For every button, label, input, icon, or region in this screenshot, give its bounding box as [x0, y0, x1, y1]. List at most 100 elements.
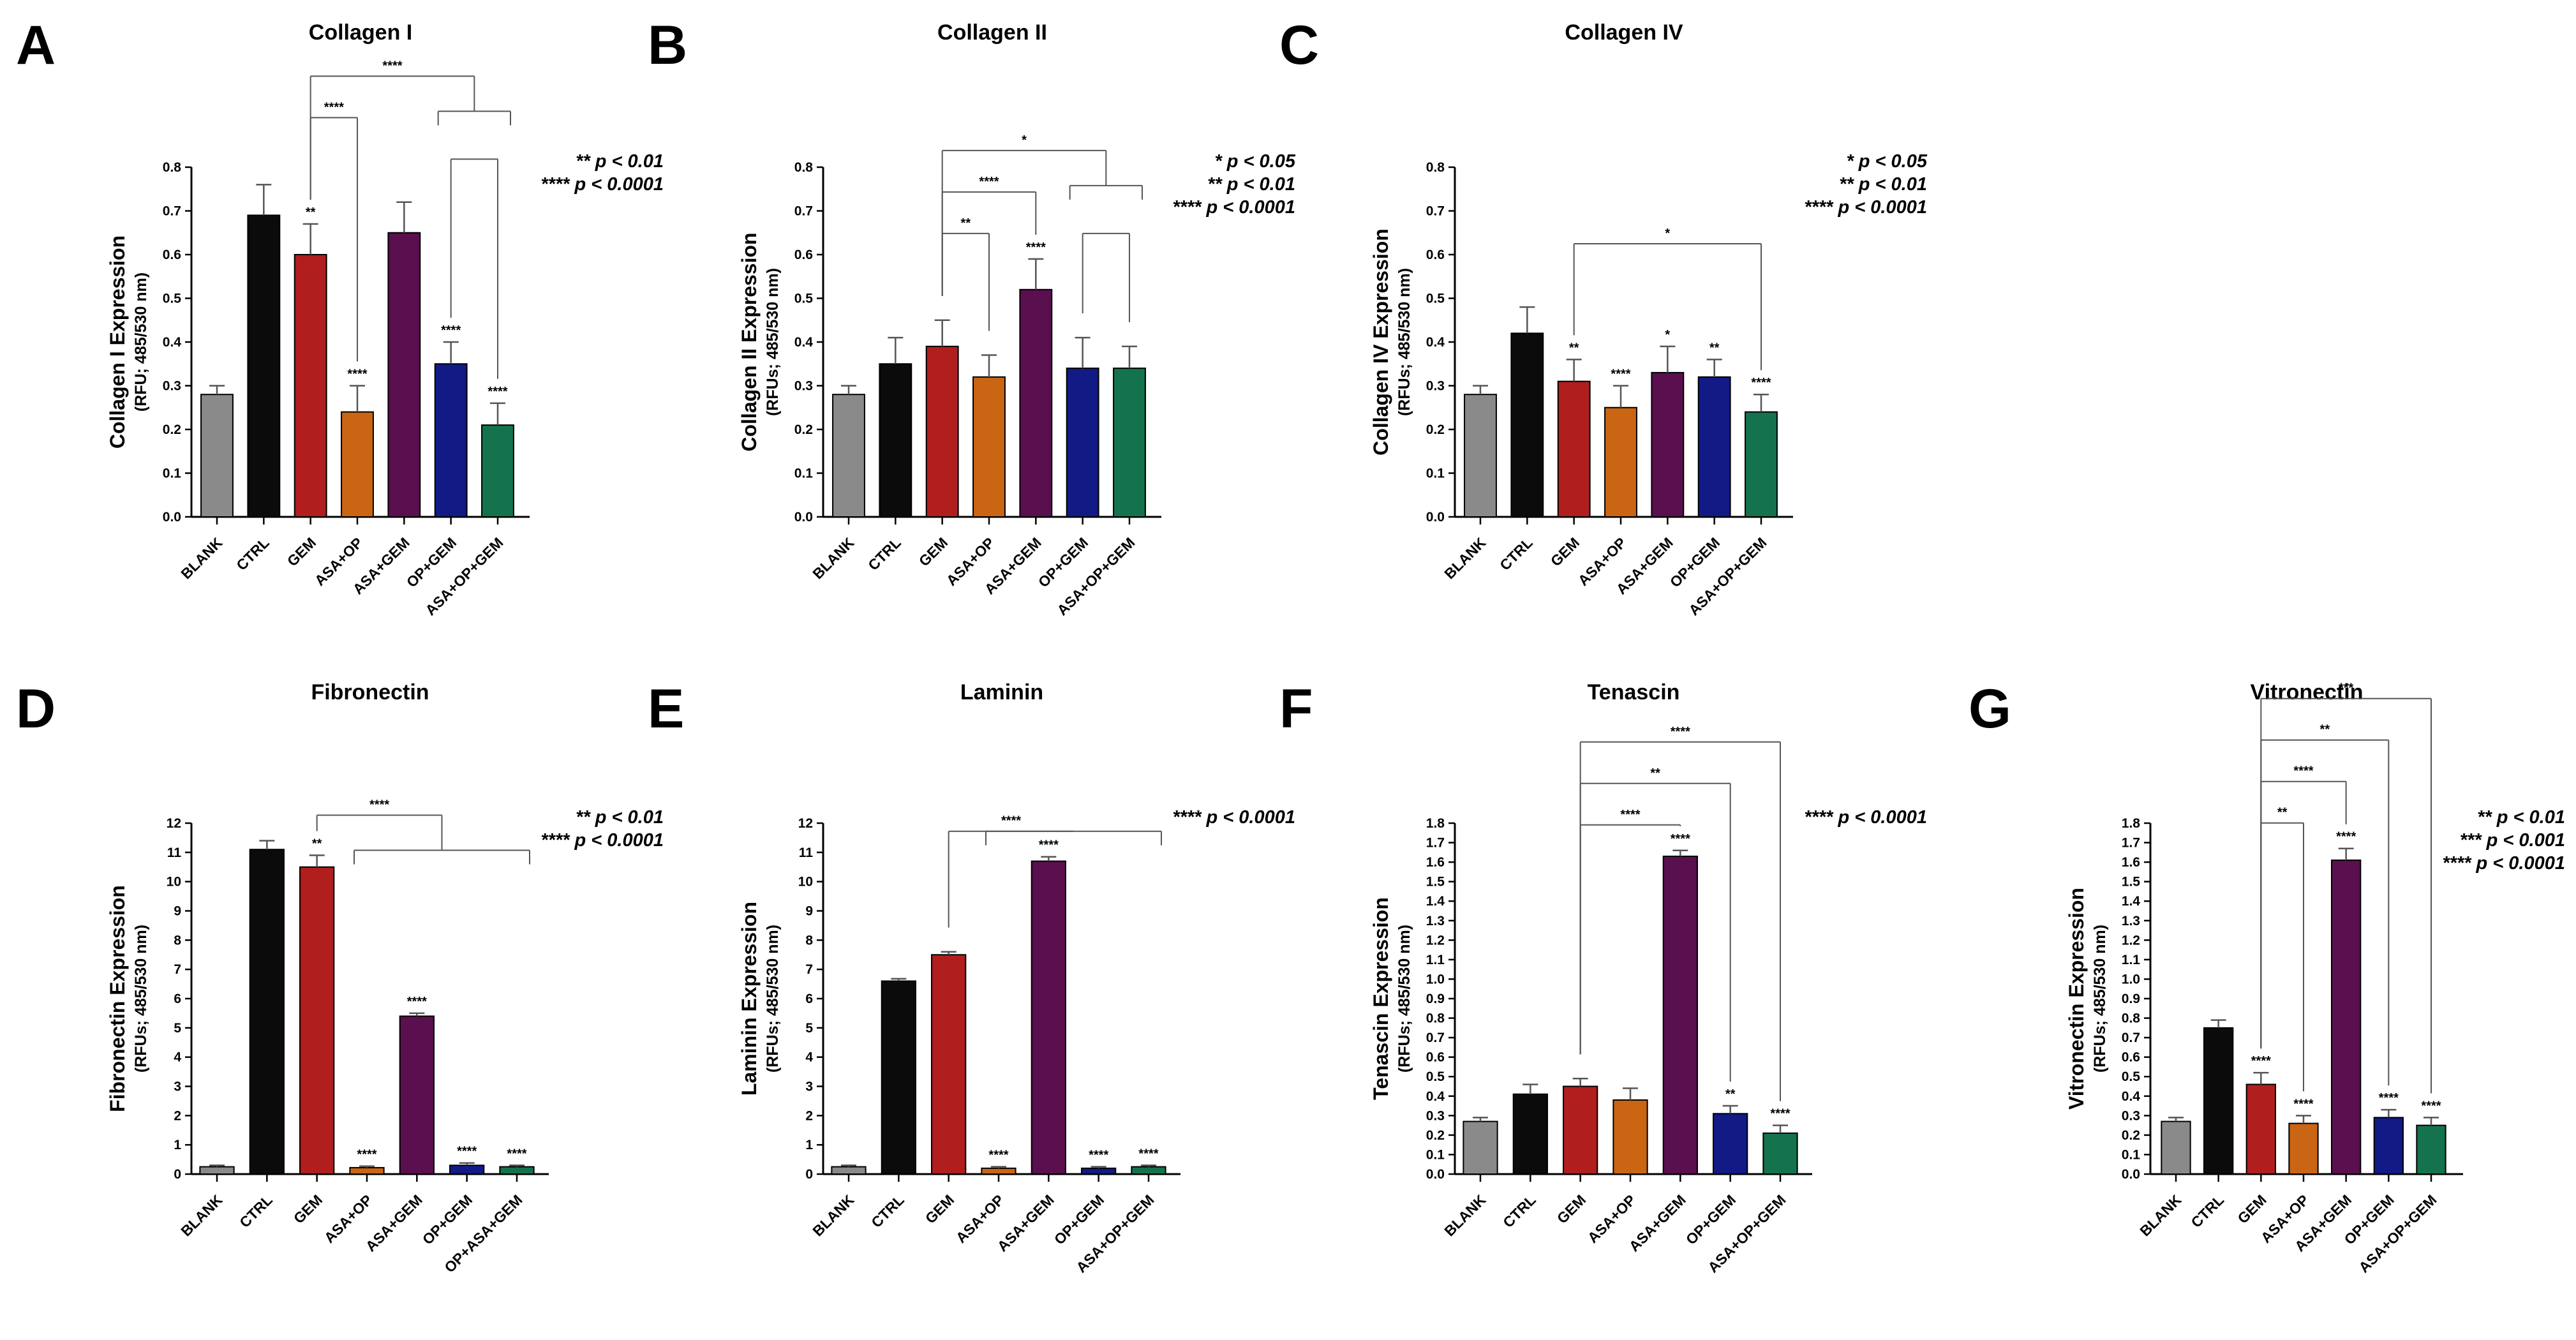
panel-title: Collagen I [309, 20, 412, 45]
bar-significance: ** [306, 205, 316, 220]
p-value-legend: **** p < 0.0001 [540, 830, 664, 851]
bracket-label: **** [979, 175, 999, 189]
bar-ctrl [1510, 332, 1544, 517]
y-tick-label: 8 [174, 933, 181, 948]
y-tick-label: 0.5 [1426, 292, 1445, 306]
y-tick-label: 0.8 [1426, 1011, 1445, 1026]
y-tick-label: 0.1 [163, 466, 182, 481]
y-tick-label: 0.3 [794, 379, 813, 394]
x-tick-label: CTRL [868, 1191, 907, 1231]
y-tick-label: 4 [805, 1050, 813, 1065]
bracket-label: **** [382, 59, 402, 73]
panel-title: Laminin [960, 680, 1043, 704]
bar-asa-op [341, 411, 374, 517]
y-tick-label: 9 [174, 904, 181, 919]
x-tick-label: CTRL [1500, 1191, 1539, 1231]
p-value-legend: **** p < 0.0001 [1172, 807, 1295, 828]
y-tick-label: 0.3 [1426, 1108, 1445, 1123]
y-tick-label: 0.7 [1426, 204, 1445, 219]
y-tick-label: 1 [174, 1138, 181, 1152]
bar-asa-op [1604, 406, 1637, 517]
y-tick-label: 0.6 [163, 248, 181, 262]
y-axis-label: Fibronectin Expression [106, 885, 129, 1112]
x-tick-label: BLANK [809, 1191, 858, 1240]
bar-asa-op-gem [1745, 411, 1778, 517]
y-tick-label: 0 [805, 1167, 813, 1182]
bracket-label: * [1022, 133, 1027, 147]
bar-ctrl [1512, 1093, 1548, 1175]
y-axis-units: (RFU; 485/530 nm) [132, 272, 150, 412]
y-axis-label: Collagen I Expression [106, 235, 129, 449]
bar-blank [2161, 1120, 2191, 1175]
bracket-label: *** [2339, 681, 2354, 696]
p-value-legend: **** p < 0.0001 [2442, 853, 2565, 874]
y-tick-label: 0.6 [2122, 1050, 2140, 1065]
y-tick-label: 0.6 [794, 248, 813, 262]
bar-significance: **** [407, 995, 427, 1009]
bar-significance: **** [2336, 830, 2356, 844]
bar-op-gem [1713, 1113, 1748, 1175]
y-tick-label: 2 [805, 1108, 813, 1123]
bracket-label: ** [2320, 723, 2330, 737]
bar-ctrl [881, 980, 916, 1175]
bar-significance: **** [507, 1147, 526, 1161]
bar-gem [1557, 380, 1591, 518]
bar-ctrl [249, 849, 285, 1175]
panel-b: B Collagen II Collagen II Expression (RFUs;… [648, 15, 1296, 618]
panel-title: Fibronectin [311, 680, 429, 704]
y-tick-label: 0.1 [1426, 466, 1445, 481]
y-tick-label: 0.0 [1426, 1167, 1445, 1182]
y-tick-label: 0.7 [2122, 1031, 2140, 1045]
y-tick-label: 12 [798, 816, 813, 831]
x-tick-label: GEM [2234, 1191, 2269, 1226]
y-tick-label: 1.8 [2122, 816, 2141, 831]
bar-blank [832, 394, 865, 518]
y-tick-label: 1.2 [1426, 933, 1445, 948]
y-axis-units: (RFUs; 485/530 nm) [764, 268, 782, 416]
y-tick-label: 12 [167, 816, 181, 831]
x-tick-label: CTRL [865, 534, 904, 574]
bracket-label: ** [961, 216, 971, 230]
y-axis-units: (RFUs; 485/530 nm) [2091, 925, 2109, 1073]
bar-significance: **** [988, 1149, 1008, 1163]
panel-a: A Collagen I Collagen I Expression (RFU; 48… [16, 15, 664, 618]
y-tick-label: 1 [805, 1138, 813, 1152]
panel-f: F Tenascin Tenascin Expression (RFUs; 485/5… [1279, 678, 1927, 1276]
bar-significance: **** [2251, 1054, 2271, 1068]
y-axis-label: Tenascin Expression [1369, 897, 1392, 1100]
p-value-legend: **** p < 0.0001 [1804, 197, 1927, 218]
bar-op-gem [1081, 1167, 1117, 1175]
bar-asa-gem [1019, 288, 1053, 517]
y-tick-label: 0.3 [1426, 379, 1445, 394]
y-tick-label: 0 [174, 1167, 181, 1182]
y-tick-label: 0.2 [2122, 1128, 2140, 1143]
bar-gem [925, 345, 959, 517]
y-tick-label: 11 [167, 845, 182, 860]
bar-op-gem [449, 1165, 485, 1175]
y-tick-label: 0.5 [794, 292, 814, 306]
y-tick-label: 1.1 [2122, 953, 2141, 967]
x-tick-label: CTRL [233, 534, 272, 574]
y-axis-units: (RFUs; 485/530 nm) [764, 925, 782, 1073]
y-tick-label: 1.3 [2122, 914, 2140, 928]
bar-gem [299, 866, 335, 1175]
bar-asa-op-gem [2416, 1124, 2446, 1175]
y-tick-label: 0.0 [2122, 1167, 2140, 1182]
bar-asa-op [349, 1166, 385, 1175]
y-axis-label: Collagen II Expression [738, 232, 761, 451]
bar-significance: **** [1089, 1149, 1108, 1163]
panel-letter: D [16, 678, 56, 740]
x-tick-label: GEM [284, 534, 319, 569]
x-tick-label: GEM [1554, 1191, 1589, 1226]
panel-g: G Vitronectin Vitronectin Expression (RFUs;… [1969, 678, 2565, 1276]
bar-asa-op [1612, 1099, 1648, 1175]
y-tick-label: 0.8 [2122, 1011, 2141, 1026]
p-value-legend: * p < 0.05 [1214, 151, 1295, 172]
bar-gem [1563, 1085, 1598, 1175]
y-tick-label: 10 [798, 875, 813, 890]
y-tick-label: 0.4 [1426, 1089, 1445, 1104]
y-tick-label: 0.1 [1426, 1147, 1445, 1162]
p-value-legend: ** p < 0.01 [1207, 174, 1295, 195]
bar-asa-op-gem [1113, 368, 1146, 517]
